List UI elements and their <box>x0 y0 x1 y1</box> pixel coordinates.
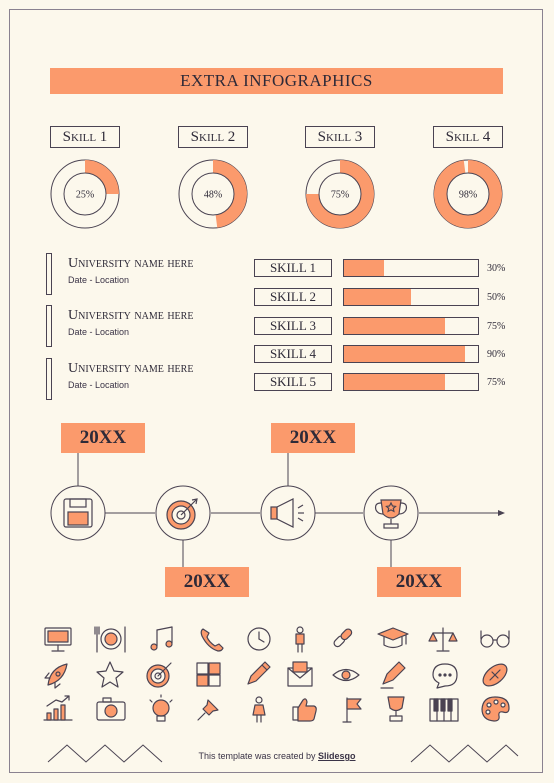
university-name: University name here <box>68 308 194 323</box>
clock-icon <box>247 627 271 651</box>
cutlery-icon <box>94 626 126 653</box>
monitor-icon <box>44 627 72 652</box>
education-marker <box>46 253 52 295</box>
donut-percent-label: 98% <box>459 190 477 201</box>
donut-chart-3: 75% <box>305 159 375 229</box>
skill-bar-fill <box>344 260 385 276</box>
chart-icon <box>43 695 73 721</box>
glasses-icon <box>480 630 510 648</box>
flag-icon <box>342 697 362 723</box>
donut-fill <box>434 160 502 228</box>
skill-bar-label: SKILL 5 <box>254 373 332 391</box>
donut-fill <box>213 160 248 228</box>
timeline-year-1: 20XX <box>61 423 145 453</box>
skill-bar-label: SKILL 2 <box>254 288 332 306</box>
lightbulb-icon <box>149 694 173 722</box>
skill-bar-label: SKILL 3 <box>254 317 332 335</box>
timeline-node-4 <box>363 485 419 541</box>
date-location: Date - Location <box>68 380 130 390</box>
skill-bar-value: 90% <box>487 349 506 360</box>
skill-bar-fill <box>344 346 465 362</box>
palette-icon <box>481 696 510 722</box>
donut-percent-label: 48% <box>204 190 222 201</box>
donut-percent-label: 25% <box>76 190 94 201</box>
skill-1-label: Skill 1 <box>50 126 120 148</box>
thumbs-up-icon <box>292 698 317 722</box>
football-icon <box>482 663 508 687</box>
timeline-node-2 <box>155 485 211 541</box>
trophy-icon <box>374 499 408 529</box>
skill-bar-track <box>343 345 479 363</box>
university-name: University name here <box>68 361 194 376</box>
person-icon <box>295 626 305 653</box>
date-location: Date - Location <box>68 275 130 285</box>
skill-bar-value: 50% <box>487 292 506 303</box>
donut-chart-4: 98% <box>433 159 503 229</box>
mail-icon <box>287 661 313 687</box>
skill-bar-fill <box>344 374 445 390</box>
donut-fill <box>306 160 374 228</box>
donut-hole <box>446 172 490 216</box>
donut-fill <box>85 160 119 194</box>
slidesgo-link[interactable]: Slidesgo <box>318 751 356 761</box>
skill-bar-label: SKILL 1 <box>254 259 332 277</box>
graduation-cap-icon <box>377 627 409 649</box>
rocket-icon <box>44 663 68 689</box>
music-note-icon <box>150 626 173 651</box>
marker-icon <box>380 661 406 689</box>
woman-icon <box>252 696 266 723</box>
skill-bar-track <box>343 259 479 277</box>
skill-bar-label: SKILL 4 <box>254 345 332 363</box>
donut-chart-2: 48% <box>178 159 248 229</box>
skill-2-label: Skill 2 <box>178 126 248 148</box>
footer-credit: This template was created by Slidesgo <box>198 751 356 761</box>
link-icon <box>333 628 353 648</box>
star-icon <box>96 661 124 688</box>
timeline-year-4: 20XX <box>377 567 461 597</box>
timeline-year-2: 20XX <box>165 567 249 597</box>
skill-4-label: Skill 4 <box>433 126 503 148</box>
date-location: Date - Location <box>68 327 130 337</box>
skill-3-label: Skill 3 <box>305 126 375 148</box>
piano-icon <box>429 698 459 722</box>
university-name: University name here <box>68 256 194 271</box>
donut-hole <box>318 172 362 216</box>
skill-bar-track <box>343 373 479 391</box>
timeline-node-1 <box>50 485 106 541</box>
phone-icon <box>200 628 224 652</box>
skill-bar-fill <box>344 289 411 305</box>
donut-hole <box>191 172 235 216</box>
donut-hole <box>63 172 107 216</box>
zigzag-decoration <box>47 744 519 763</box>
education-marker <box>46 358 52 400</box>
page-title: EXTRA INFOGRAPHICS <box>50 68 503 94</box>
chat-bubble-icon <box>432 663 458 689</box>
skill-bar-value: 75% <box>487 377 506 388</box>
page-frame <box>9 9 543 773</box>
camera-icon <box>96 697 126 721</box>
trophy-icon <box>387 696 405 722</box>
puzzle-icon <box>196 662 221 687</box>
pencil-icon <box>247 661 271 685</box>
target-icon <box>146 662 172 688</box>
skill-bar-track <box>343 288 479 306</box>
education-marker <box>46 305 52 347</box>
skill-bar-track <box>343 317 479 335</box>
donut-chart-1: 25% <box>50 159 120 229</box>
scale-icon <box>428 627 458 652</box>
skill-bar-value: 30% <box>487 263 506 274</box>
timeline-node-3 <box>260 485 316 541</box>
eye-icon <box>332 668 360 682</box>
skill-bar-fill <box>344 318 445 334</box>
floppy-disk-icon <box>63 498 93 528</box>
pushpin-icon <box>197 699 219 721</box>
timeline-year-3: 20XX <box>271 423 355 453</box>
megaphone-icon <box>270 498 304 528</box>
donut-percent-label: 75% <box>331 190 349 201</box>
skill-bar-value: 75% <box>487 321 506 332</box>
target-icon <box>166 498 198 530</box>
